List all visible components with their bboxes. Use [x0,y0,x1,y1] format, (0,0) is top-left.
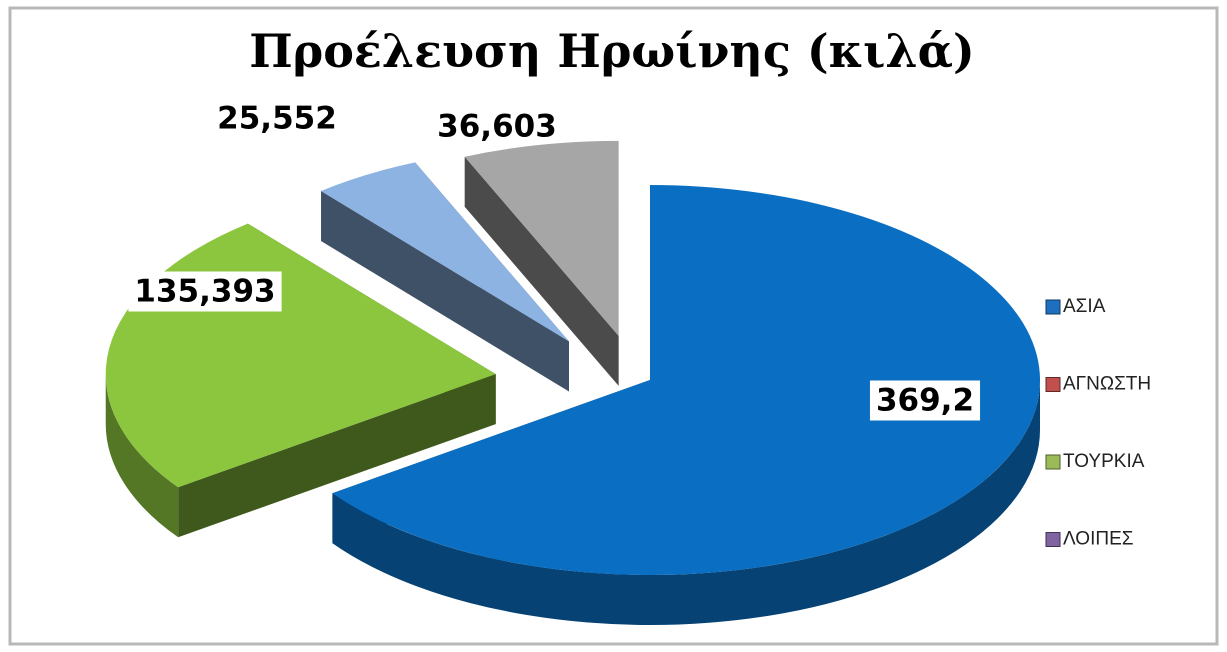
slice-wall [105,374,179,538]
chart-title: Προέλευση Ηρωίνης (κιλά) [249,24,975,78]
data-label: 135,393 [134,274,275,310]
slice-top [332,185,1041,575]
slice-side [321,191,570,392]
legend-swatch [1045,532,1061,547]
legend-label: ΑΣΙΑ [1063,296,1106,317]
slice-wall [332,380,1040,626]
slice-top [321,162,570,342]
legend-swatch [1045,299,1061,315]
slice [321,162,570,392]
data-label: 369,2 [876,383,974,419]
legend-label: ΑΓΝΩΣΤΗ [1063,374,1151,395]
data-label-box [869,380,981,421]
legend-label: ΤΟΥΡΚΙΑ [1063,451,1145,472]
slice [464,140,619,386]
data-label: 36,603 [437,109,557,145]
slice [332,185,1041,626]
legend-swatch [1045,377,1061,392]
slice-top [464,140,619,336]
slice-side [178,374,496,538]
legend-swatch [1045,454,1061,470]
data-label-box [128,271,282,312]
legend-label: ΛΟΙΠΕΣ [1063,529,1134,550]
data-label: 25,552 [217,101,337,137]
slice-side [464,156,619,386]
